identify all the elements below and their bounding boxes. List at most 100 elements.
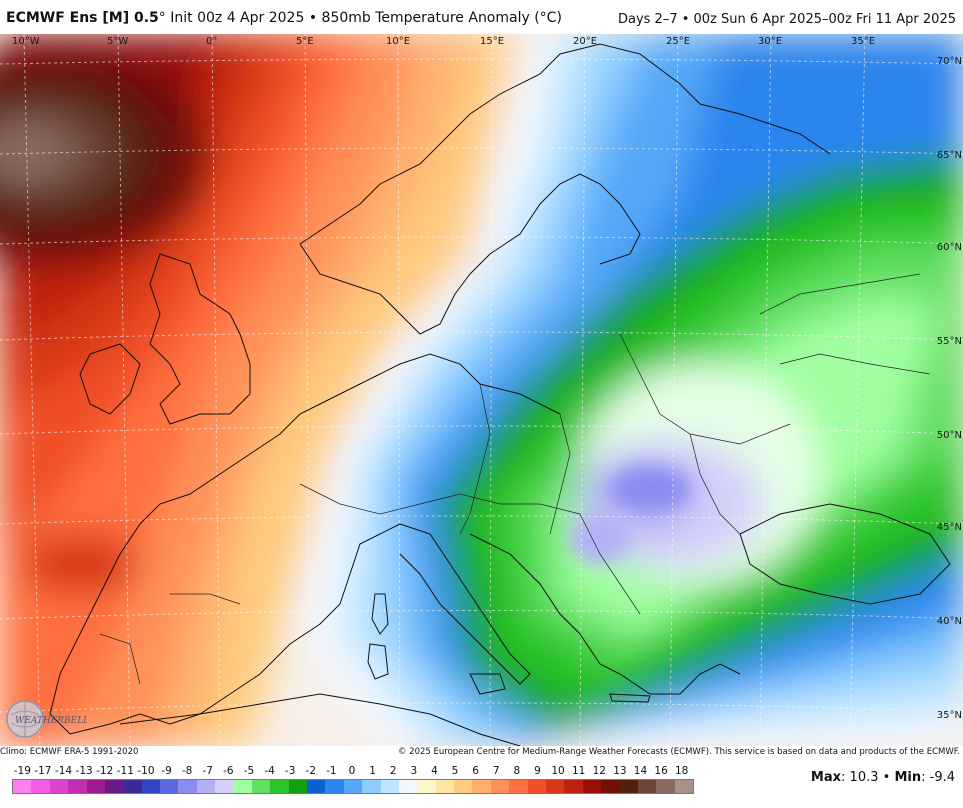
colorbar-label: -1 xyxy=(326,765,337,777)
lon-label: 0° xyxy=(206,36,217,47)
lon-label: 15°E xyxy=(480,36,504,47)
colorbar-swatch xyxy=(527,780,546,793)
colorbar-label: -17 xyxy=(34,765,52,777)
colorbar-swatches xyxy=(12,779,694,794)
colorbar-swatch xyxy=(13,780,32,793)
colorbar-swatch xyxy=(472,780,491,793)
graticule xyxy=(0,34,963,746)
colorbar-labels: -19 -17 -14 -13 -12 -11 -10 -9 -8 -7 -6 -5 -4 -3 -2 -1 0… xyxy=(12,765,692,778)
colorbar-swatch xyxy=(123,780,142,793)
colorbar-swatch xyxy=(325,780,344,793)
colorbar-swatch xyxy=(380,780,399,793)
colorbar-swatch xyxy=(104,780,124,793)
colorbar-swatch xyxy=(86,780,105,793)
chart-header: ECMWF Ens [M] 0.5° Init 00z 4 Apr 2025 •… xyxy=(0,0,963,34)
colorbar-swatch xyxy=(307,780,326,793)
colorbar-swatch xyxy=(656,780,675,793)
colorbar-label: -12 xyxy=(96,765,114,777)
colorbar-label: 14 xyxy=(633,765,648,777)
colorbar-label: 8 xyxy=(513,765,521,777)
degree-symbol: ° xyxy=(158,10,166,26)
product-name: 850mb Temperature Anomaly (°C) xyxy=(321,10,562,26)
colorbar-label: -4 xyxy=(264,765,275,777)
colorbar-label: -2 xyxy=(305,765,317,777)
logo-text: WEATHERBELL xyxy=(15,716,87,726)
latitude-labels: 70°N 65°N 60°N 55°N 50°N 45°N 40°N 35°N xyxy=(937,56,962,721)
colorbar-swatch xyxy=(68,780,87,793)
weatherbell-logo: WEATHERBELL xyxy=(3,695,89,743)
colorbar-label: -3 xyxy=(284,765,296,777)
colorbar-label: 10 xyxy=(551,765,565,777)
longitude-labels: 10°W 5°W 0° 5°E 10°E 15°E 20°E 25°E 30°E… xyxy=(12,36,875,47)
max-min-stats: Max: 10.3 • Min: -9.4 xyxy=(810,770,955,785)
lon-label: 25°E xyxy=(666,36,690,47)
colorbar-label: 5 xyxy=(451,765,459,777)
colorbar: -19 -17 -14 -13 -12 -11 -10 -9 -8 -7 -6 -5 -4 -3 -2 -1 0… xyxy=(0,760,963,808)
colorbar-swatch xyxy=(398,780,418,793)
lon-label: 10°W xyxy=(12,36,40,47)
colorbar-label: -14 xyxy=(54,765,73,777)
lat-label: 70°N xyxy=(937,56,962,67)
colorbar-swatch xyxy=(490,780,510,793)
colorbar-label: -13 xyxy=(75,765,93,777)
colorbar-swatch xyxy=(582,780,601,793)
lon-label: 20°E xyxy=(573,36,597,47)
logo-svg: WEATHERBELL xyxy=(6,700,89,738)
lon-label: 10°E xyxy=(386,36,410,47)
colorbar-swatch xyxy=(417,780,436,793)
colorbar-label: -7 xyxy=(202,765,213,777)
colorbar-label: 13 xyxy=(613,765,627,777)
model-name: ECMWF Ens [M] 0.5 xyxy=(6,10,159,26)
colorbar-label: 18 xyxy=(675,765,689,777)
colorbar-label: -19 xyxy=(13,765,31,777)
colorbar-swatch xyxy=(454,780,473,793)
colorbar-label: 16 xyxy=(654,765,668,777)
colorbar-label: 4 xyxy=(431,765,438,777)
min-value: -9.4 xyxy=(929,770,955,785)
max-label: Max xyxy=(810,770,842,785)
colorbar-swatch xyxy=(270,780,289,793)
colorbar-swatch xyxy=(509,780,528,793)
anomaly-field xyxy=(0,34,963,746)
colorbar-swatch xyxy=(141,780,160,793)
colorbar-swatch xyxy=(251,780,271,793)
colorbar-label: 9 xyxy=(534,765,541,777)
valid-period: Days 2–7 • 00z Sun 6 Apr 2025–00z Fri 11… xyxy=(617,12,956,27)
colorbar-label: -6 xyxy=(223,765,234,777)
lat-label: 50°N xyxy=(937,430,962,441)
colorbar-swatch xyxy=(435,780,454,793)
min-label: Min xyxy=(894,770,922,785)
colorbar-label: -5 xyxy=(243,765,255,777)
colorbar-swatch xyxy=(362,780,381,793)
country-borders xyxy=(99,273,931,685)
title-left: ECMWF Ens [M] 0.5° Init 00z 4 Apr 2025 •… xyxy=(6,10,562,26)
colorbar-label: -9 xyxy=(161,765,172,777)
lat-label: 35°N xyxy=(937,710,962,721)
colorbar-label: 0 xyxy=(348,765,356,777)
max-value: 10.3 xyxy=(849,770,879,785)
lat-label: 55°N xyxy=(937,336,962,347)
colorbar-swatch xyxy=(601,780,620,793)
lat-label: 45°N xyxy=(937,522,962,533)
lat-label: 65°N xyxy=(937,150,962,161)
climo-note: Climo: ECMWF ERA-5 1991-2020 xyxy=(0,747,139,757)
colorbar-label: 2 xyxy=(389,765,397,777)
stats-bullet: • xyxy=(882,770,891,785)
colorbar-swatch xyxy=(545,780,565,793)
colorbar-label: 12 xyxy=(592,765,606,777)
colorbar-label: -8 xyxy=(181,765,193,777)
colorbar-swatch xyxy=(564,780,583,793)
colorbar-label: 3 xyxy=(410,765,418,777)
colorbar-label: -10 xyxy=(137,765,155,777)
colorbar-swatch xyxy=(288,780,307,793)
colorbar-swatch xyxy=(343,780,363,793)
map-svg: 10°W 5°W 0° 5°E 10°E 15°E 20°E 25°E 30°E… xyxy=(0,34,963,746)
colorbar-swatch xyxy=(674,780,693,793)
colorbar-label: 6 xyxy=(472,765,479,777)
lon-label: 5°W xyxy=(107,36,128,47)
copyright-note: © 2025 European Centre for Medium-Range … xyxy=(397,747,960,757)
lon-label: 5°E xyxy=(296,36,314,47)
colorbar-label: -11 xyxy=(116,765,134,777)
title-bullet: • xyxy=(308,10,318,26)
colorbar-swatch xyxy=(49,780,69,793)
